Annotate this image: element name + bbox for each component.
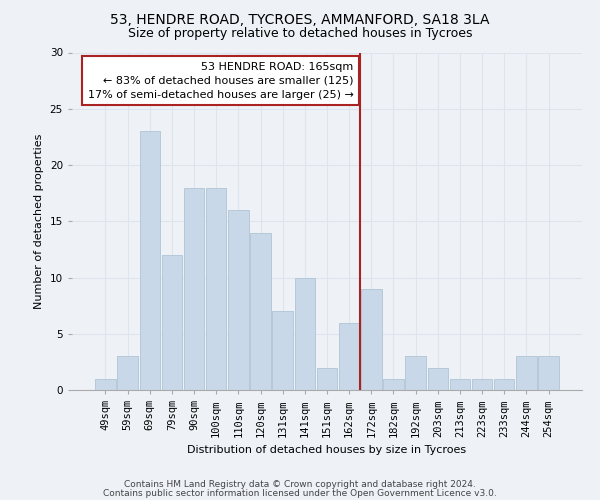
Bar bbox=[161, 255, 182, 390]
Bar bbox=[272, 311, 293, 390]
Text: Contains HM Land Registry data © Crown copyright and database right 2024.: Contains HM Land Registry data © Crown c… bbox=[124, 480, 476, 489]
Text: Contains public sector information licensed under the Open Government Licence v3: Contains public sector information licen… bbox=[103, 490, 497, 498]
Bar bbox=[118, 356, 138, 390]
Y-axis label: Number of detached properties: Number of detached properties bbox=[34, 134, 44, 309]
Bar bbox=[228, 210, 248, 390]
Text: 53 HENDRE ROAD: 165sqm
← 83% of detached houses are smaller (125)
17% of semi-de: 53 HENDRE ROAD: 165sqm ← 83% of detached… bbox=[88, 62, 353, 100]
Bar bbox=[250, 232, 271, 390]
Bar bbox=[95, 379, 116, 390]
Bar bbox=[494, 379, 514, 390]
Bar bbox=[206, 188, 226, 390]
Bar bbox=[406, 356, 426, 390]
Bar bbox=[140, 131, 160, 390]
Text: 53, HENDRE ROAD, TYCROES, AMMANFORD, SA18 3LA: 53, HENDRE ROAD, TYCROES, AMMANFORD, SA1… bbox=[110, 12, 490, 26]
Text: Size of property relative to detached houses in Tycroes: Size of property relative to detached ho… bbox=[128, 28, 472, 40]
Bar bbox=[472, 379, 493, 390]
Bar bbox=[184, 188, 204, 390]
Bar bbox=[339, 322, 359, 390]
X-axis label: Distribution of detached houses by size in Tycroes: Distribution of detached houses by size … bbox=[187, 445, 467, 455]
Bar bbox=[383, 379, 404, 390]
Bar bbox=[450, 379, 470, 390]
Bar bbox=[428, 368, 448, 390]
Bar bbox=[317, 368, 337, 390]
Bar bbox=[361, 289, 382, 390]
Bar bbox=[295, 278, 315, 390]
Bar bbox=[516, 356, 536, 390]
Bar bbox=[538, 356, 559, 390]
